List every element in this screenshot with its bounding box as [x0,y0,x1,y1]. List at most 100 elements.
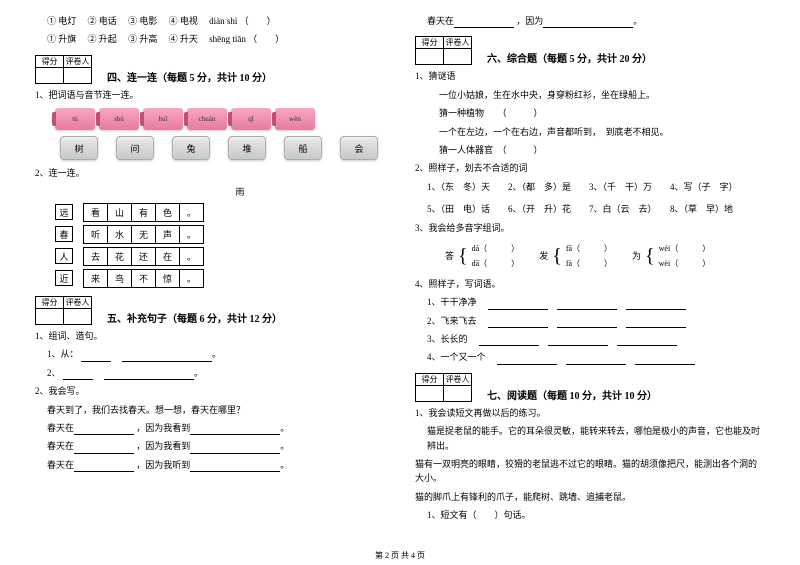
pattern-line: 3、长长的 [415,332,765,346]
brace-icon: { [458,251,468,261]
opt-1-pinyin: diàn shì [209,16,237,26]
opt-2c: ③ 升高 [128,34,157,44]
grader-cell [444,49,472,65]
poem-grid: 听 水 无 声 。 [83,225,204,244]
blank [74,425,134,435]
blank [190,444,280,454]
pron-top: wéi（ ） [659,243,711,254]
opt-1-paren: （ ） [240,16,276,26]
poem-grid: 看 山 有 色 。 [83,203,204,222]
pron-bot: dā（ ） [472,258,520,269]
score-box-4: 得分评卷人 四、连一连（每题 5 分，共计 10 分） [35,55,385,84]
score-table: 得分评卷人 [415,373,472,402]
left-column: ① 电灯 ② 电话 ③ 电影 ④ 电视 diàn shì （ ） ① 升旗 ② … [20,10,400,527]
sec7-q1: 1、我会读短文再做以后的练习。 [415,406,765,420]
grid-cell: 花 [108,247,132,265]
brace-group: 为 { wéi（ ） wèi（ ） [632,243,710,269]
pron-bot: wèi（ ） [659,258,711,269]
blank [63,370,93,380]
score-cell [36,67,64,83]
blank [104,370,194,380]
grid-cell: 看 [84,203,108,221]
mid: ，因为 [516,16,543,26]
brace-content: dá（ ） dā（ ） [472,243,520,269]
grader-cell [64,67,92,83]
sec6-q2-items: 1、（东 冬）天 2、（都 多）是 3、（千 干）万 4、写（子 字） [415,180,765,194]
pinyin-tag: wèn [275,108,315,130]
grid-cell: 听 [84,225,108,243]
multi-pronunciation-row: 答 { dá（ ） dā（ ） 发 { fā（ ） fà（ ） 为 { [415,243,765,269]
sec7-sub: 1、短文有（ ）句话。 [415,508,765,522]
riddle-line: 猜一人体器官 （ ） [415,143,765,157]
score-table: 得分评卷人 [35,296,92,325]
opt-2-pinyin: shēng tiān [209,34,246,44]
score-hd-2: 评卷人 [444,373,472,385]
sec6-q2-items: 5、（田 电）话 6、（开 升）花 7、白（云 去） 8、（草 早）地 [415,202,765,216]
sec5-q1a: 1、从： 。 [35,347,385,361]
char-box: 问 [116,136,154,160]
section-6-title: 六、综合题（每题 5 分，共计 20 分） [487,50,652,65]
opt-1a: ① 电灯 [47,16,76,26]
pinyin-tag: chuán [187,108,227,130]
pinyin-tag: shù [99,108,139,130]
blank [566,355,626,365]
char-box: 会 [340,136,378,160]
pattern-label: 2、飞来飞去 [427,316,477,326]
grid-cell: 山 [108,203,132,221]
score-cell [36,308,64,324]
blank [497,355,557,365]
blank [557,318,617,328]
blank [81,352,111,362]
riddle-line: 一个在左边，一个在右边，声音都听到， 到底老不相见。 [415,125,765,139]
grid-cell: 。 [180,203,204,221]
score-box-7: 得分评卷人 七、阅读题（每题 10 分，共计 10 分） [415,373,765,402]
passage-line: 猫的脚爪上有锋利的爪子，能爬树、跳墙、追捕老鼠。 [415,490,765,504]
fill-line: 春天在 ，因为我看到。 [35,439,385,453]
pinyin-row: tù shù huī chuán qǐ wèn [35,108,385,130]
riddle-line: 猜一种植物 （ ） [415,106,765,120]
grid-cell: 来 [84,269,108,287]
sec5-q2-intro: 春天到了，我们去找春天。想一想，春天在哪里？ [35,403,385,417]
passage-line: 猫是捉老鼠的能手。它的耳朵很灵敏，能转来转去，哪怕是极小的声音，它也能及时辨出。 [415,424,765,453]
prefix: 春天在 [47,460,74,470]
sec6-q2: 2、照样子，划去不合适的词 [415,161,765,175]
section-5-title: 五、补充句子（每题 6 分，共计 12 分） [107,310,282,325]
brace-content: wéi（ ） wèi（ ） [659,243,711,269]
brace-group: 发 { fā（ ） fà（ ） [539,243,612,269]
poem-row: 近 来 鸟 不 惊 。 [35,269,385,288]
side-label: 远 [55,204,73,220]
blank [122,352,212,362]
side-label: 人 [55,248,73,264]
char-box: 树 [60,136,98,160]
sec4-q2: 2、连一连。 [35,166,385,180]
mcq-line-1: ① 电灯 ② 电话 ③ 电影 ④ 电视 diàn shì （ ） [35,14,385,28]
grid-cell: 。 [180,247,204,265]
opt-2a: ① 升旗 [47,34,76,44]
sec5-q1: 1、组词、造句。 [35,329,385,343]
opt-1c: ③ 电影 [128,16,157,26]
char-box: 堆 [228,136,266,160]
side-label: 春 [55,226,73,242]
sec5-q1b: 2、 。 [35,366,385,380]
grader-cell [64,308,92,324]
brace-group: 答 { dá（ ） dā（ ） [445,243,519,269]
grid-cell: 声 [156,225,180,243]
page-footer: 第 2 页 共 4 页 [0,550,800,561]
section-7-title: 七、阅读题（每题 10 分，共计 10 分） [487,387,657,402]
pattern-line: 4、一个又一个 [415,350,765,364]
right-column: 春天在 ，因为。 得分评卷人 六、综合题（每题 5 分，共计 20 分） 1、猜… [400,10,780,527]
mcq-line-2: ① 升旗 ② 升起 ③ 升高 ④ 升天 shēng tiān （ ） [35,32,385,46]
q1b-label: 2、 [47,368,61,378]
grader-cell [444,385,472,401]
opt-2d: ④ 升天 [169,34,198,44]
score-box-6: 得分评卷人 六、综合题（每题 5 分，共计 20 分） [415,36,765,65]
pattern-label: 3、长长的 [427,334,468,344]
blank [488,300,548,310]
pinyin-tag: huī [143,108,183,130]
char-box: 兔 [172,136,210,160]
grid-cell: 无 [132,225,156,243]
score-table: 得分评卷人 [35,55,92,84]
prefix: 春天在 [427,16,454,26]
blank [548,336,608,346]
grid-cell: 去 [84,247,108,265]
